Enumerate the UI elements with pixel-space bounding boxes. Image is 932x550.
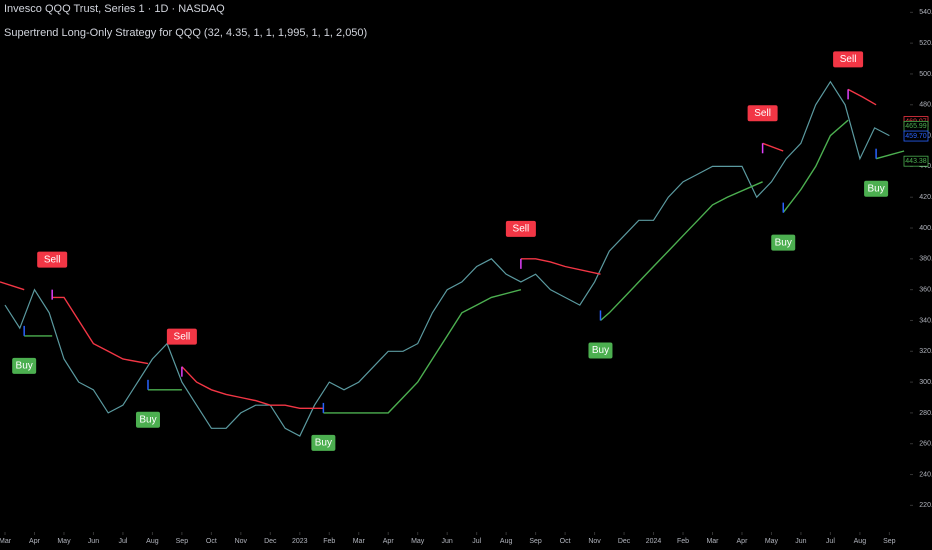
y-tick-label: 420.00 xyxy=(919,194,932,201)
x-tick-label: Oct xyxy=(206,538,217,545)
x-tick-label: Jun xyxy=(88,538,99,545)
x-tick-label: May xyxy=(57,538,71,545)
y-tick-label: 360.00 xyxy=(919,286,932,293)
signal-label: Buy xyxy=(592,345,609,356)
signal-label: Buy xyxy=(139,414,156,425)
y-tick-label: 500.00 xyxy=(919,71,932,78)
signal-box xyxy=(588,342,613,359)
y-tick-label: 340.00 xyxy=(919,317,932,324)
price-label: 459.70 xyxy=(905,133,927,140)
signal-label: Sell xyxy=(513,223,530,234)
indicator-title: Supertrend Long-Only Strategy for QQQ (3… xyxy=(4,27,367,39)
x-tick-label: Jul xyxy=(826,538,835,545)
x-tick-label: Mar xyxy=(353,538,366,545)
y-tick-label: 280.00 xyxy=(919,410,932,417)
x-tick-label: Jul xyxy=(118,538,127,545)
signal-box xyxy=(311,434,336,451)
y-tick-label: 480.00 xyxy=(919,102,932,109)
chart-title: Invesco QQQ Trust, Series 1 · 1D · NASDA… xyxy=(4,3,225,15)
x-tick-label: Mar xyxy=(0,538,12,545)
y-tick-label: 260.00 xyxy=(919,441,932,448)
x-tick-label: Jun xyxy=(795,538,806,545)
signal-label: Sell xyxy=(44,254,61,265)
x-tick-label: Aug xyxy=(854,538,867,545)
signal-box xyxy=(771,234,796,251)
y-tick-label: 440.00 xyxy=(919,163,932,170)
y-tick-label: 380.00 xyxy=(919,256,932,263)
signal-box xyxy=(135,411,160,428)
x-tick-label: Mar xyxy=(706,538,719,545)
signal-label: Buy xyxy=(16,361,33,372)
x-tick-label: Sep xyxy=(529,538,542,545)
x-tick-label: Jun xyxy=(442,538,453,545)
signal-label: Sell xyxy=(754,108,771,119)
x-tick-label: 2024 xyxy=(646,538,662,545)
x-tick-label: Feb xyxy=(323,538,335,545)
price-label: 465.99 xyxy=(905,123,927,130)
x-tick-label: May xyxy=(411,538,425,545)
price-label: 443.38 xyxy=(905,158,927,165)
signal-label: Buy xyxy=(867,183,884,194)
x-tick-label: Dec xyxy=(264,538,277,545)
x-tick-label: 2023 xyxy=(292,538,308,545)
x-tick-label: Dec xyxy=(618,538,631,545)
signal-box xyxy=(166,328,197,345)
signal-box xyxy=(864,180,889,197)
x-tick-label: Aug xyxy=(500,538,513,545)
signal-box xyxy=(12,357,37,374)
y-tick-label: 240.00 xyxy=(919,471,932,478)
price-label-box xyxy=(903,155,929,167)
y-tick-label: 540.00 xyxy=(919,9,932,16)
price-label-box xyxy=(903,130,929,142)
series-line xyxy=(24,119,905,414)
y-tick-label: 400.00 xyxy=(919,225,932,232)
x-tick-label: Apr xyxy=(29,538,41,545)
signal-label: Buy xyxy=(775,237,792,248)
x-tick-label: Nov xyxy=(235,538,248,545)
x-tick-label: Sep xyxy=(176,538,189,545)
signal-label: Sell xyxy=(840,54,857,65)
y-tick-label: 320.00 xyxy=(919,348,932,355)
signal-box xyxy=(833,51,864,68)
signal-box xyxy=(747,105,778,122)
x-tick-label: Oct xyxy=(560,538,571,545)
x-tick-label: Apr xyxy=(737,538,749,545)
x-tick-label: Jul xyxy=(472,538,481,545)
y-tick-label: 520.00 xyxy=(919,40,932,47)
signal-label: Sell xyxy=(174,331,191,342)
series-line xyxy=(4,80,890,437)
signal-box xyxy=(505,220,536,237)
signal-box xyxy=(37,251,68,268)
x-tick-label: Nov xyxy=(588,538,601,545)
signal-label: Buy xyxy=(315,438,332,449)
y-tick-label: 220.00 xyxy=(919,502,932,509)
x-tick-label: Apr xyxy=(383,538,395,545)
y-tick-label: 300.00 xyxy=(919,379,932,386)
x-tick-label: May xyxy=(765,538,779,545)
x-tick-label: Aug xyxy=(146,538,159,545)
x-tick-label: Feb xyxy=(677,538,689,545)
series-line xyxy=(0,88,877,409)
x-tick-label: Sep xyxy=(883,538,896,545)
